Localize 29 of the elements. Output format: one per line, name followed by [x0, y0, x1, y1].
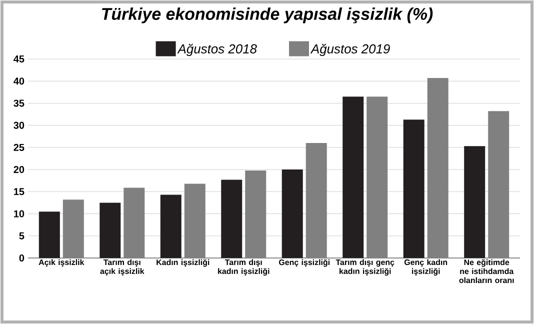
bar [124, 188, 145, 258]
bar [403, 120, 424, 258]
legend-label: Ağustos 2018 [177, 44, 257, 56]
bar [488, 111, 510, 258]
chart-title: Türkiye ekonomisinde yapısal işsizlik (%) [102, 8, 433, 24]
y-tick-label: 45 [14, 56, 24, 62]
bar [464, 146, 486, 258]
y-tick-label: 35 [14, 100, 24, 107]
bar [221, 180, 242, 258]
bar [342, 96, 364, 258]
bar [38, 212, 60, 258]
bar [62, 200, 84, 258]
bar [366, 96, 388, 258]
bar [306, 143, 327, 258]
bar [245, 170, 266, 258]
y-tick-label: 25 [14, 144, 24, 151]
y-tick-label: 20 [14, 166, 24, 174]
legend-label: Ağustos 2019 [310, 44, 390, 56]
y-tick-label: 10 [14, 210, 24, 218]
bar [100, 202, 121, 258]
bar [184, 184, 206, 258]
y-tick-label: 0 [19, 254, 24, 262]
y-tick-label: 5 [19, 232, 24, 240]
y-tick-label: 30 [14, 122, 24, 129]
y-tick-label: 15 [14, 188, 24, 196]
bar [427, 78, 448, 258]
bar [160, 194, 182, 258]
y-tick-label: 40 [14, 78, 24, 85]
bar [282, 170, 303, 258]
